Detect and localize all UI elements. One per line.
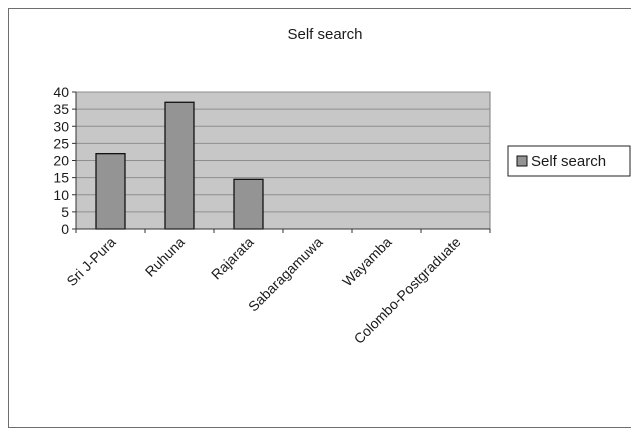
x-tick-label: Rajarata [208, 234, 257, 283]
bar [95, 152, 126, 230]
legend-label: Self search [531, 153, 606, 170]
y-tick-label: 0 [61, 221, 69, 237]
chart-title: Self search [287, 26, 362, 43]
x-tick-label: Sabaragamuwa [245, 234, 326, 315]
gridlines [76, 91, 490, 213]
y-tick-label: 20 [53, 153, 69, 169]
bar [233, 178, 264, 230]
y-tick-label: 5 [61, 204, 69, 220]
legend-box [507, 145, 631, 177]
y-tick-label: 40 [53, 84, 69, 100]
bar [164, 101, 195, 230]
legend-swatch [516, 155, 528, 167]
y-tick-label: 30 [53, 118, 69, 134]
legend: Self search [507, 145, 631, 177]
bars [95, 101, 264, 230]
x-tick-label: Ruhuna [142, 234, 188, 280]
x-tick-label: Sri J-Pura [63, 234, 118, 289]
y-tick-label: 15 [53, 170, 69, 186]
y-tick-label: 25 [53, 135, 69, 151]
y-tick-label: 10 [53, 187, 69, 203]
y-tick-label: 35 [53, 101, 69, 117]
x-tick-label: Wayamba [339, 234, 395, 290]
